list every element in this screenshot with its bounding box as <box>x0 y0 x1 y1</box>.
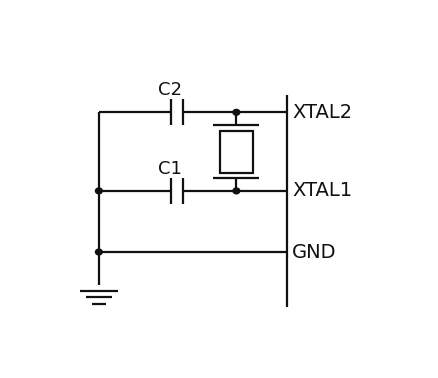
Circle shape <box>95 188 102 194</box>
Circle shape <box>233 109 240 115</box>
Bar <box>220 131 253 172</box>
Text: GND: GND <box>293 243 337 262</box>
Text: XTAL2: XTAL2 <box>293 103 353 122</box>
Text: C2: C2 <box>158 81 182 99</box>
Text: XTAL1: XTAL1 <box>293 181 353 200</box>
Circle shape <box>95 249 102 255</box>
Text: C1: C1 <box>158 160 182 178</box>
Circle shape <box>233 188 240 194</box>
